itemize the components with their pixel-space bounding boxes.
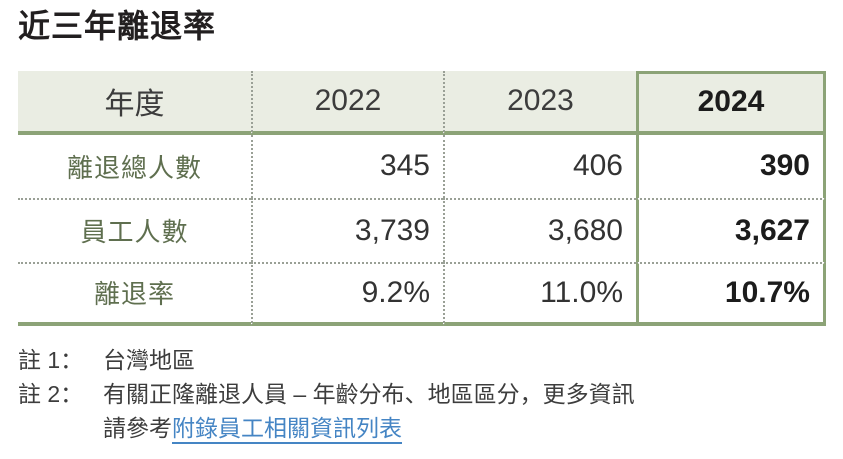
header-cell-year: 年度 xyxy=(18,70,251,135)
note-1: 註 1： 台灣地區 xyxy=(18,343,827,377)
page: 近三年離退率 年度 2022 2023 2024 離退總人數 345 406 3… xyxy=(18,8,827,445)
cell-employees-2023: 3,680 xyxy=(443,197,636,262)
note-2: 註 2： 有關正隆離退人員 – 年齡分布、地區區分，更多資訊 請參考附錄員工相關… xyxy=(18,377,827,445)
header-cell-2023: 2023 xyxy=(443,70,636,135)
cell-employees-2024: 3,627 xyxy=(636,197,826,262)
note-1-label: 註 1： xyxy=(18,346,84,373)
appendix-link[interactable]: 附錄員工相關資訊列表 xyxy=(172,414,402,441)
note-2-text: 有關正隆離退人員 – 年齡分布、地區區分，更多資訊 請參考附錄員工相關資訊列表 xyxy=(103,377,827,445)
cell-rate-2022: 9.2% xyxy=(251,261,443,326)
cell-departures-2024: 390 xyxy=(636,134,826,198)
page-title: 近三年離退率 xyxy=(18,8,217,44)
row-label-employees: 員工人數 xyxy=(18,197,251,262)
cell-rate-2024: 10.7% xyxy=(636,261,826,326)
header-cell-2022: 2022 xyxy=(251,70,443,135)
notes-section: 註 1： 台灣地區 註 2： 有關正隆離退人員 – 年齡分布、地區區分，更多資訊… xyxy=(18,343,827,445)
row-label-departures: 離退總人數 xyxy=(66,152,202,183)
cell-employees-2022: 3,739 xyxy=(251,197,443,262)
cell-departures-2022: 345 xyxy=(251,134,443,198)
note-2-line2-prefix: 請參考 xyxy=(103,414,172,441)
cell-departures-2023: 406 xyxy=(443,134,636,198)
header-cell-2024: 2024 xyxy=(636,70,826,135)
note-1-text: 台灣地區 xyxy=(103,346,195,373)
turnover-table: 年度 2022 2023 2024 離退總人數 345 406 390 員工人數… xyxy=(18,70,826,326)
cell-rate-2023: 11.0% xyxy=(443,261,636,326)
note-2-label: 註 2： xyxy=(18,380,84,407)
row-label-rate: 離退率 xyxy=(18,261,251,326)
note-2-line1: 有關正隆離退人員 – 年齡分布、地區區分，更多資訊 xyxy=(103,380,635,407)
